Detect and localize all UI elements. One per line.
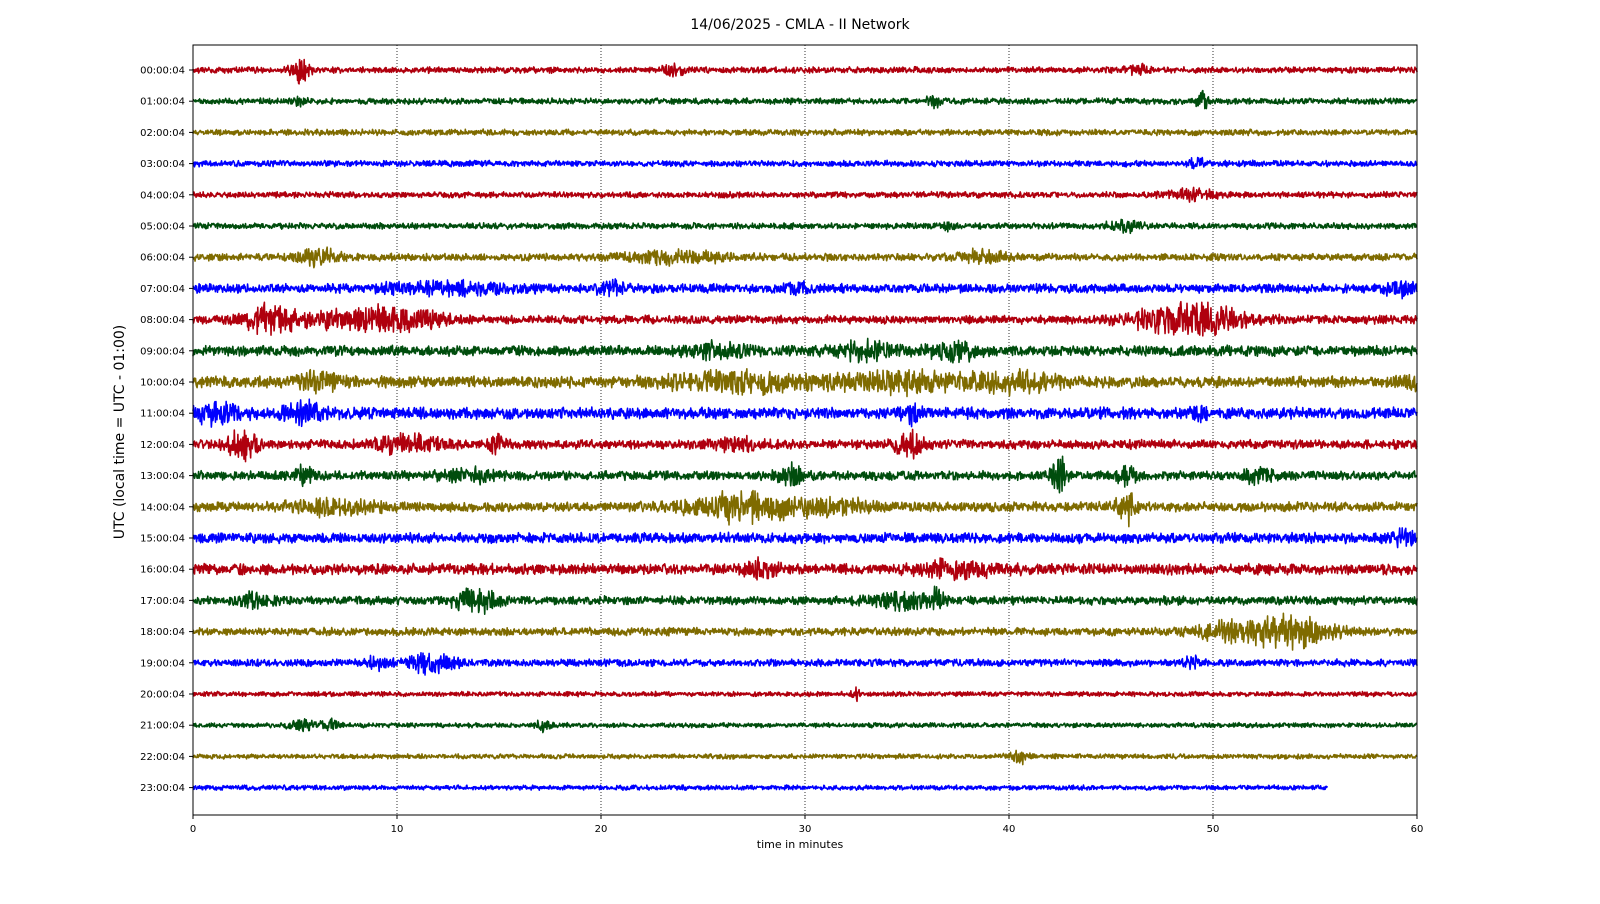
y-tick-label: 01:00:04 bbox=[140, 97, 185, 108]
y-tick-label: 22:00:04 bbox=[140, 752, 185, 763]
trace-line bbox=[192, 128, 1418, 137]
trace-line bbox=[192, 784, 1328, 792]
y-tick-label: 00:00:04 bbox=[140, 66, 185, 77]
trace-line bbox=[192, 556, 1418, 582]
y-tick-label: 09:00:04 bbox=[140, 346, 185, 357]
trace-line bbox=[192, 717, 1418, 734]
x-tick-label: 10 bbox=[391, 824, 404, 835]
y-tick-label: 14:00:04 bbox=[140, 502, 185, 513]
y-tick-label: 12:00:04 bbox=[140, 440, 185, 451]
x-tick-labels: 0 10 20 30 40 50 60 bbox=[190, 815, 1424, 835]
y-tick-label: 13:00:04 bbox=[140, 471, 185, 482]
y-tick-label: 17:00:04 bbox=[140, 596, 185, 607]
trace-line bbox=[192, 89, 1418, 110]
trace-line bbox=[192, 749, 1418, 766]
x-tick-label: 60 bbox=[1411, 824, 1424, 835]
grid-lines bbox=[396, 45, 1214, 815]
y-tick-label: 15:00:04 bbox=[140, 534, 185, 545]
y-tick-label: 07:00:04 bbox=[140, 284, 185, 295]
trace-line bbox=[192, 686, 1418, 703]
trace-line bbox=[192, 218, 1418, 235]
y-tick-label: 10:00:04 bbox=[140, 378, 185, 389]
x-tick-label: 20 bbox=[595, 824, 608, 835]
x-axis-label: time in minutes bbox=[757, 838, 844, 851]
x-tick-label: 50 bbox=[1207, 824, 1220, 835]
trace-line bbox=[192, 337, 1418, 364]
trace-line bbox=[192, 428, 1418, 463]
y-tick-label: 08:00:04 bbox=[140, 315, 185, 326]
trace-line bbox=[192, 278, 1418, 300]
y-tick-label: 11:00:04 bbox=[140, 409, 185, 420]
trace-line bbox=[192, 585, 1418, 615]
trace-line bbox=[192, 652, 1418, 676]
x-tick-label: 0 bbox=[190, 824, 196, 835]
y-tick-label: 02:00:04 bbox=[140, 128, 185, 139]
trace-layer bbox=[192, 58, 1418, 792]
chart-title: 14/06/2025 - CMLA - II Network bbox=[690, 17, 910, 33]
y-tick-label: 20:00:04 bbox=[140, 690, 185, 701]
y-tick-label: 23:00:04 bbox=[140, 783, 185, 794]
trace-line bbox=[192, 156, 1418, 170]
trace-line bbox=[192, 186, 1418, 203]
y-tick-label: 04:00:04 bbox=[140, 190, 185, 201]
trace-line bbox=[192, 455, 1418, 494]
trace-line bbox=[192, 367, 1418, 398]
trace-line bbox=[192, 58, 1418, 85]
y-tick-labels: 00:00:04 01:00:04 02:00:04 03:00:04 04:00:04… bbox=[140, 66, 193, 794]
y-tick-label: 18:00:04 bbox=[140, 627, 185, 638]
y-tick-label: 06:00:04 bbox=[140, 253, 185, 264]
trace-line bbox=[192, 300, 1418, 337]
trace-line bbox=[192, 246, 1418, 269]
trace-line bbox=[192, 398, 1418, 428]
y-tick-label: 21:00:04 bbox=[140, 721, 185, 732]
trace-line bbox=[192, 489, 1418, 528]
y-tick-label: 05:00:04 bbox=[140, 222, 185, 233]
trace-line bbox=[192, 612, 1418, 651]
trace-line bbox=[192, 527, 1418, 549]
y-tick-label: 19:00:04 bbox=[140, 658, 185, 669]
y-axis-label: UTC (local time = UTC - 01:00) bbox=[112, 325, 128, 540]
x-tick-label: 30 bbox=[799, 824, 812, 835]
y-tick-label: 16:00:04 bbox=[140, 565, 185, 576]
x-tick-label: 40 bbox=[1003, 824, 1016, 835]
y-tick-label: 03:00:04 bbox=[140, 159, 185, 170]
